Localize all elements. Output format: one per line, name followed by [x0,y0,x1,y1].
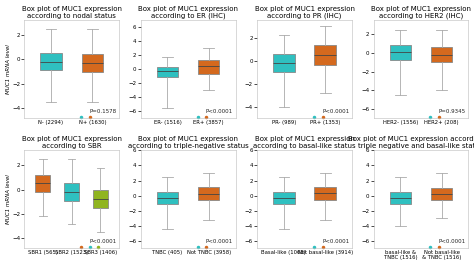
Text: P=0.9345: P=0.9345 [438,109,465,114]
PathPatch shape [314,44,336,65]
Title: Box plot of MUC1 expression
according to basal-like status: Box plot of MUC1 expression according to… [253,136,356,149]
Title: Box plot of MUC1 expression according to
triple negative and basal-like status: Box plot of MUC1 expression according to… [348,136,474,149]
PathPatch shape [36,175,50,192]
PathPatch shape [431,188,452,201]
PathPatch shape [93,190,108,208]
Title: Box plot of MUC1 expression
according to nodal status: Box plot of MUC1 expression according to… [22,6,122,19]
PathPatch shape [64,184,79,201]
PathPatch shape [198,60,219,74]
Text: P<0.0001: P<0.0001 [322,109,349,114]
PathPatch shape [82,54,103,72]
PathPatch shape [40,53,62,70]
Text: P<0.0001: P<0.0001 [206,109,233,114]
PathPatch shape [390,192,411,204]
PathPatch shape [198,187,219,201]
Title: Box plot of MUC1 expression
according to PR (IHC): Box plot of MUC1 expression according to… [255,6,355,19]
PathPatch shape [390,45,411,60]
Title: Box plot of MUC1 expression
according to SBR: Box plot of MUC1 expression according to… [22,136,122,149]
PathPatch shape [314,186,336,201]
Text: P<0.0001: P<0.0001 [322,239,349,244]
PathPatch shape [157,192,178,204]
Text: P<0.0001: P<0.0001 [438,239,465,244]
Title: Box plot of MUC1 expression
according to HER2 (IHC): Box plot of MUC1 expression according to… [371,6,471,19]
Title: Box plot of MUC1 expression
according to triple-negative status: Box plot of MUC1 expression according to… [128,136,248,149]
Y-axis label: MUC1 mRNA level: MUC1 mRNA level [6,44,10,94]
PathPatch shape [431,47,452,62]
PathPatch shape [273,54,295,72]
PathPatch shape [157,67,178,77]
Text: P<0.0001: P<0.0001 [89,239,116,244]
Text: P=0.1578: P=0.1578 [89,109,116,114]
Title: Box plot of MUC1 expression
according to ER (IHC): Box plot of MUC1 expression according to… [138,6,238,19]
PathPatch shape [273,192,295,204]
Y-axis label: MUC1 mRNA level: MUC1 mRNA level [6,174,10,224]
Text: P<0.0001: P<0.0001 [206,239,233,244]
